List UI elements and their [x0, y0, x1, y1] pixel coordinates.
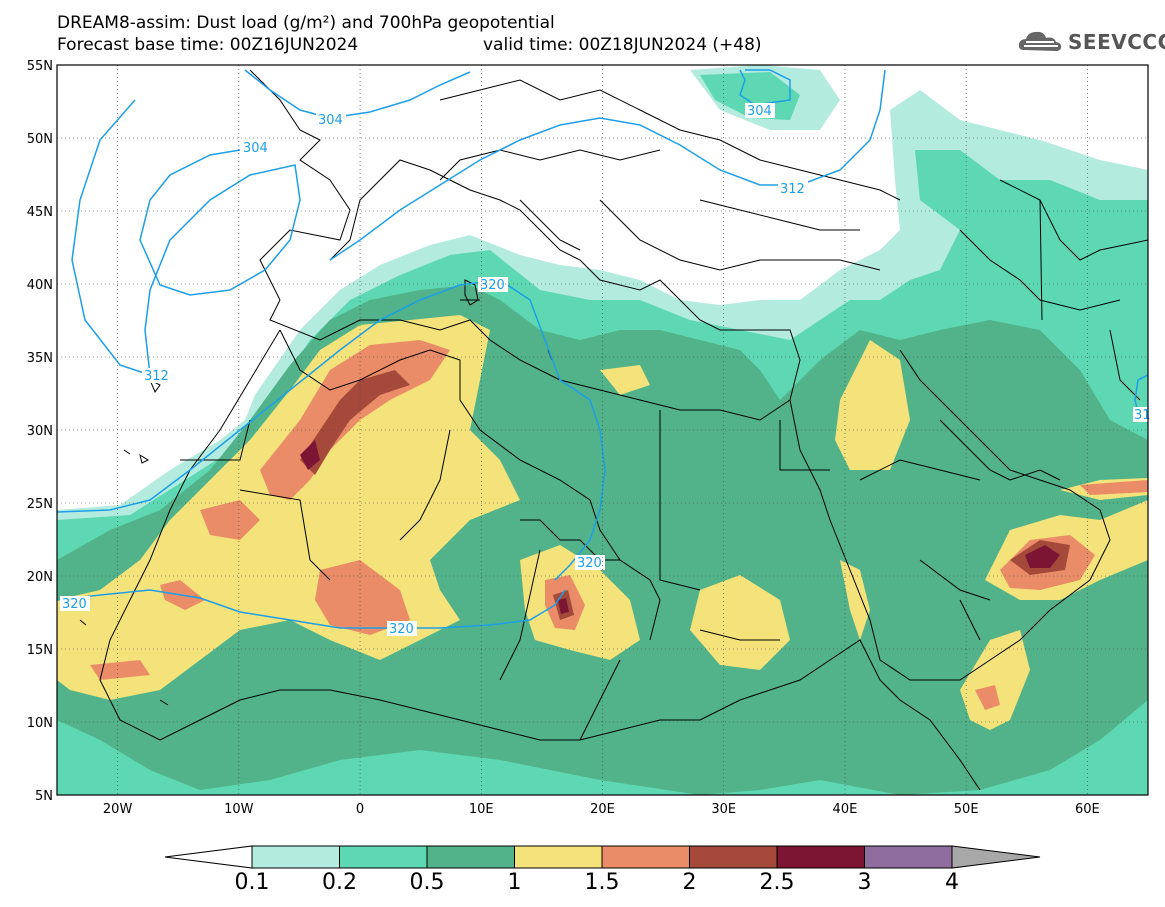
colorbar-box [689, 845, 778, 869]
lat-tick-label: 5N [35, 789, 53, 804]
forecast-base-time: Forecast base time: 00Z16JUN2024 [57, 35, 359, 55]
contour-label: 312 [144, 369, 169, 384]
cloud-logo-icon [1018, 31, 1062, 51]
colorbar-box [251, 845, 340, 869]
colorbar-box [864, 845, 953, 869]
lon-tick-label: 20W [103, 802, 133, 817]
colorbar [164, 845, 1041, 869]
lon-tick-label: 0 [356, 802, 364, 817]
contour-label: 320 [480, 278, 505, 293]
longitude-labels: 20W 10W 0 10E 20E 30E 40E 50E 60E [103, 802, 1100, 817]
lon-tick-label: 10E [469, 802, 494, 817]
lat-tick-label: 40N [27, 278, 53, 293]
colorbar-level-label: 1.5 [584, 870, 620, 895]
colorbar-level-label: 0.1 [234, 870, 270, 895]
lon-tick-label: 30E [711, 802, 736, 817]
logo-text: SEEVCCC [1068, 30, 1165, 54]
lat-tick-label: 20N [27, 570, 53, 585]
contour-label: 320 [389, 622, 414, 637]
colorbar-box [426, 845, 515, 869]
colorbar-box [776, 845, 865, 869]
colorbar-level-label: 4 [945, 870, 959, 895]
lon-tick-label: 40E [833, 802, 858, 817]
dust-field [57, 65, 1148, 795]
colorbar-box [601, 845, 690, 869]
lat-tick-label: 55N [27, 59, 53, 74]
map-frame [56, 64, 1149, 796]
colorbar-under-triangle [164, 845, 253, 869]
contour-label: 312 [780, 182, 805, 197]
colorbar-level-label: 2.5 [759, 870, 795, 895]
lat-tick-label: 10N [27, 716, 53, 731]
colorbar-level-label: 3 [857, 870, 872, 895]
lon-tick-label: 60E [1075, 802, 1100, 817]
contour-label: 304 [747, 104, 772, 119]
contour-label: 304 [243, 141, 268, 156]
lat-tick-label: 50N [27, 132, 53, 147]
lat-tick-label: 15N [27, 643, 53, 658]
contour-label: 304 [318, 113, 343, 128]
contour-label: 320 [577, 556, 602, 571]
contour-label: 31 [1134, 408, 1151, 423]
colorbar-level-label: 0.5 [409, 870, 445, 895]
colorbar-over-triangle [951, 845, 1041, 869]
valid-time: valid time: 00Z18JUN2024 (+48) [483, 35, 762, 55]
colorbar-level-label: 1 [507, 870, 522, 895]
lat-tick-label: 30N [27, 424, 53, 439]
lat-tick-label: 25N [27, 497, 53, 512]
lat-tick-label: 35N [27, 351, 53, 366]
seevccc-logo: SEEVCCC [1016, 26, 1165, 58]
lon-tick-label: 20E [590, 802, 615, 817]
geopotential-contours [57, 69, 1148, 629]
latitude-labels: 55N 50N 45N 40N 35N 30N 25N 20N 15N 10N 5N [27, 59, 53, 804]
colorbar-box [514, 845, 603, 869]
map-title: DREAM8-assim: Dust load (g/m²) and 700hP… [57, 13, 555, 33]
contour-label: 320 [62, 597, 87, 612]
colorbar-level-label: 2 [682, 870, 697, 895]
colorbar-box [339, 845, 428, 869]
lon-tick-label: 10W [224, 802, 254, 817]
gridlines [57, 65, 1148, 795]
colorbar-level-label: 0.2 [322, 870, 357, 895]
lat-tick-label: 45N [27, 205, 53, 220]
lon-tick-label: 50E [954, 802, 979, 817]
contour-labels: 304 304 304 312 312 320 320 320 320 31 [60, 103, 1151, 637]
